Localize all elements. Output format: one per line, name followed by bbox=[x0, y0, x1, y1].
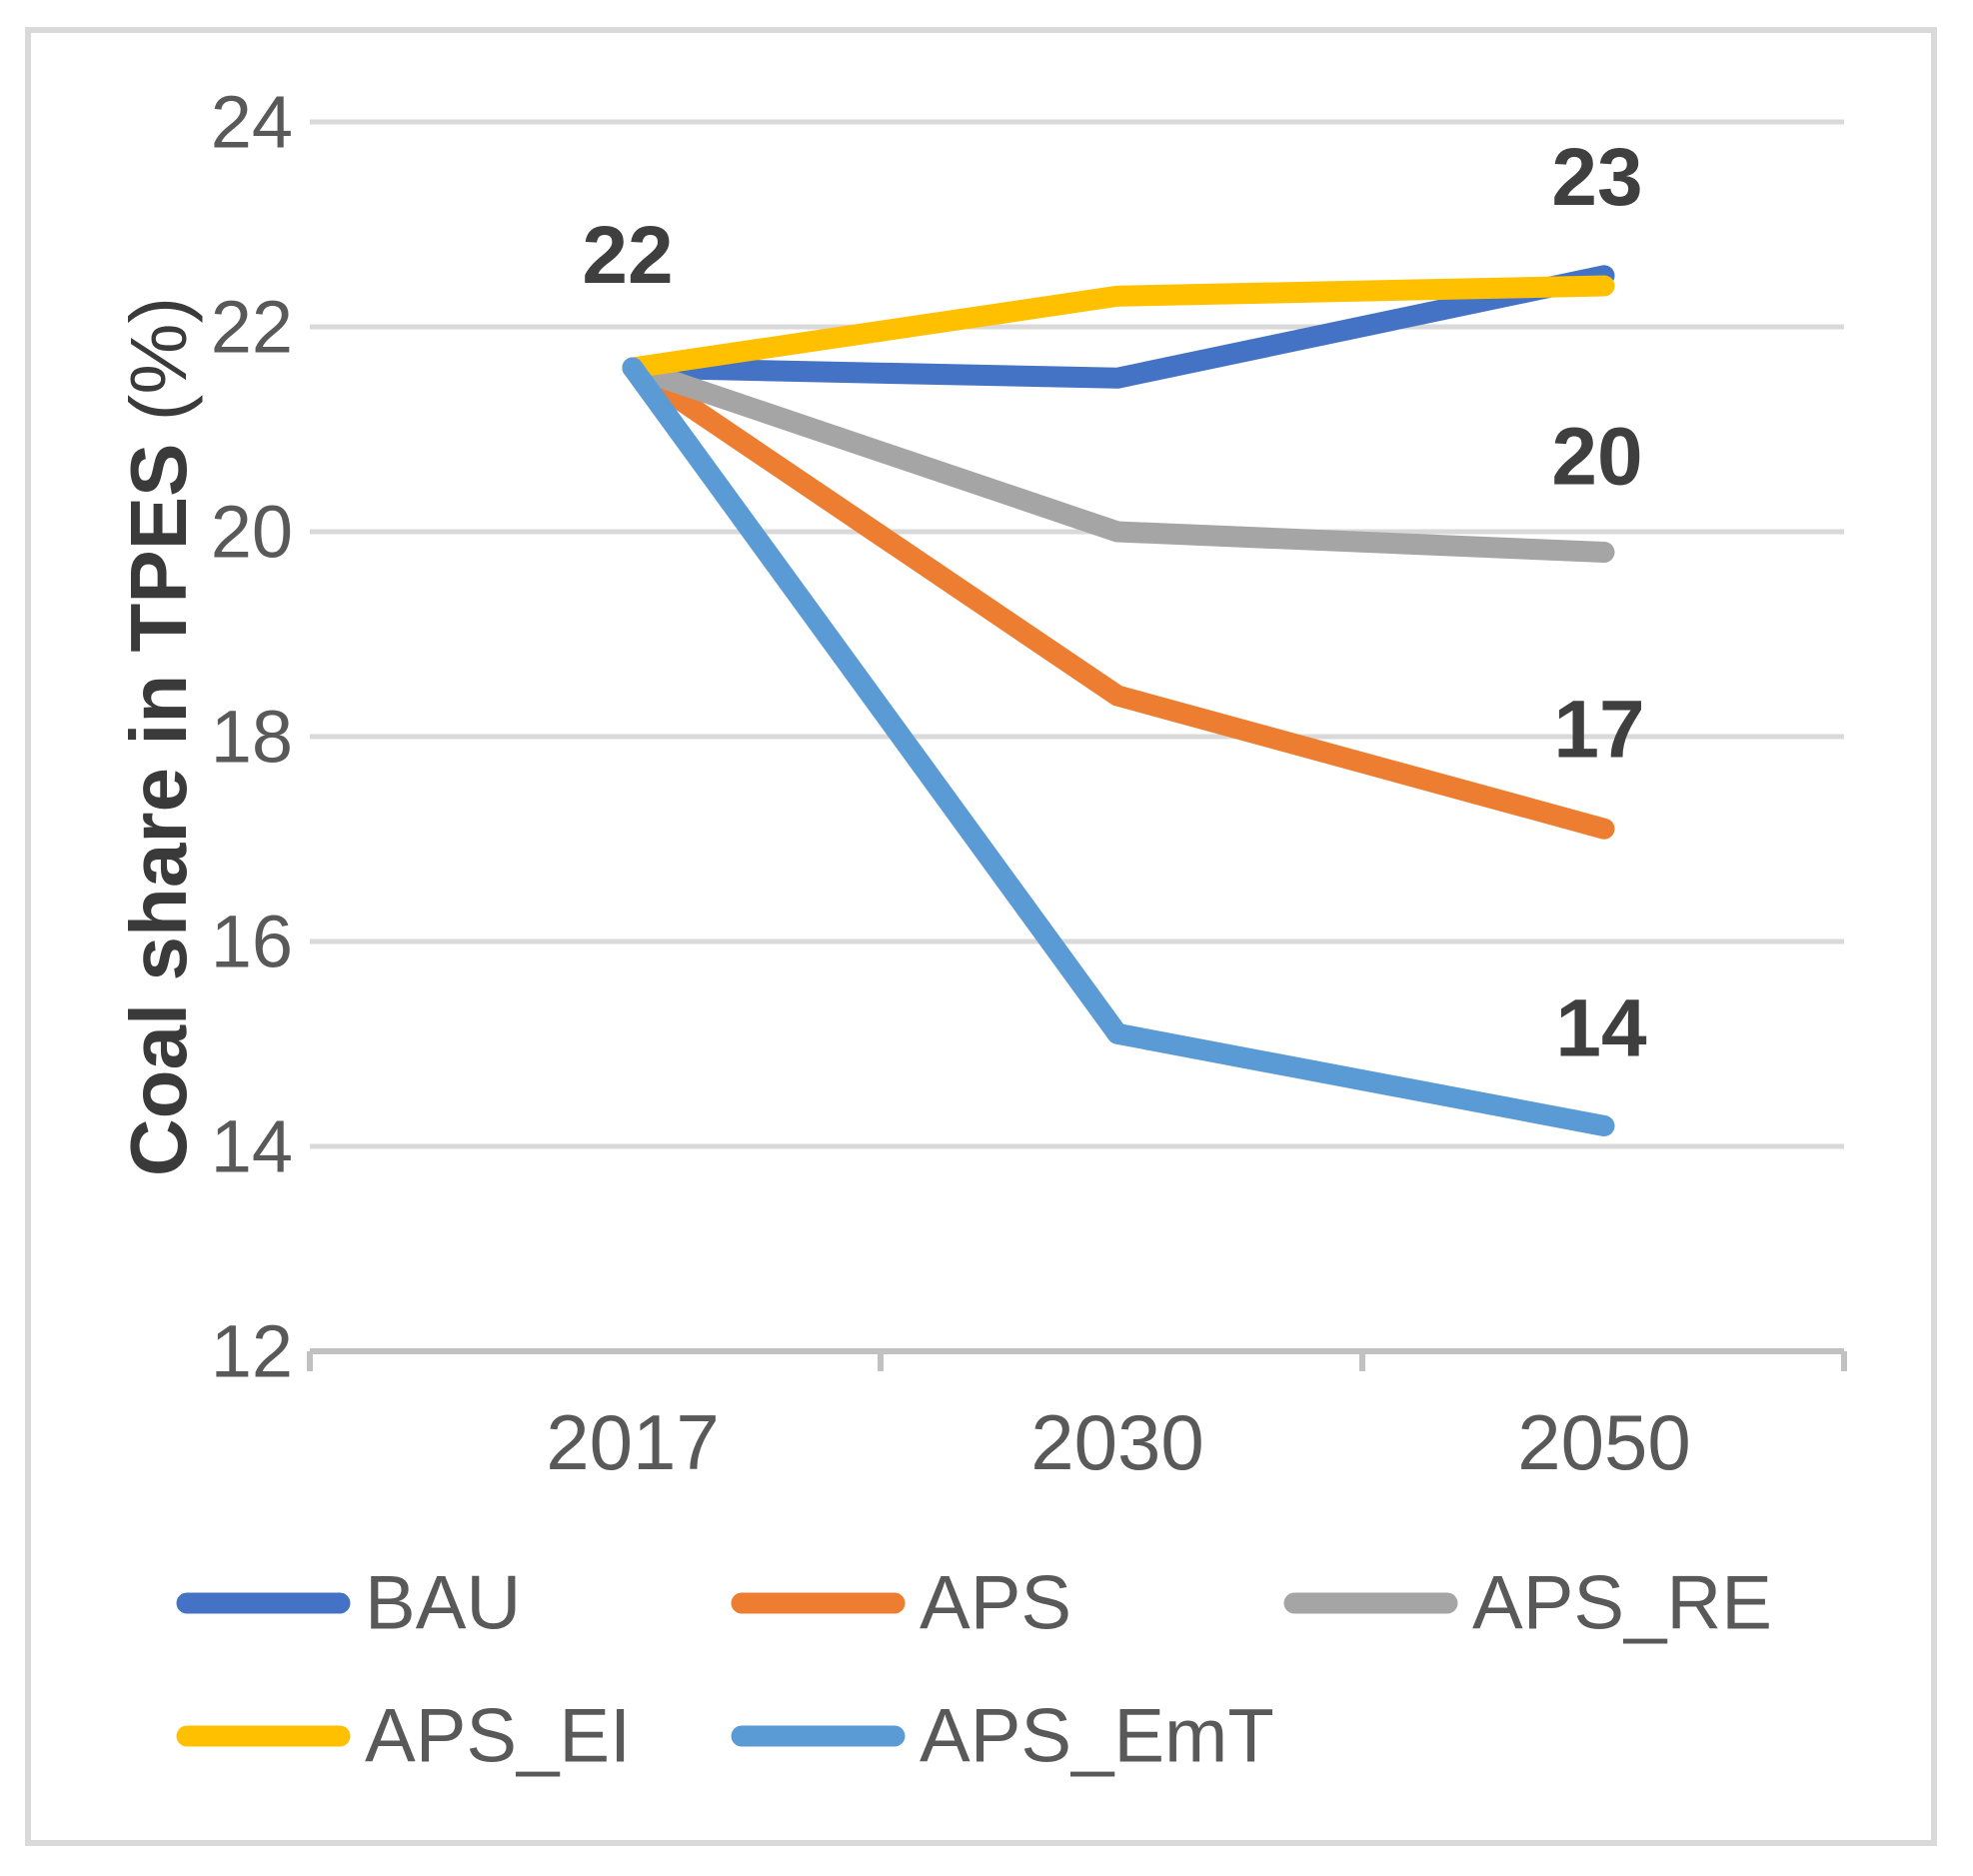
x-tick-label: 2050 bbox=[1517, 1398, 1691, 1486]
data-label: 22 bbox=[582, 210, 673, 301]
legend-item-APS_EI: APS_EI bbox=[176, 1694, 631, 1779]
legend-label-APS_RE: APS_RE bbox=[1472, 1561, 1772, 1646]
series-line-APS_EmT bbox=[622, 357, 1615, 1136]
data-label: 14 bbox=[1555, 983, 1647, 1074]
y-tick-label: 22 bbox=[211, 286, 293, 369]
legend-item-APS_RE: APS_RE bbox=[1283, 1561, 1772, 1646]
y-tick-label: 16 bbox=[211, 901, 293, 983]
y-tick-label: 24 bbox=[211, 81, 293, 164]
data-label: 20 bbox=[1551, 412, 1642, 503]
x-tick-label: 2017 bbox=[546, 1398, 720, 1486]
y-tick-label: 14 bbox=[211, 1105, 293, 1188]
legend-label-APS_EI: APS_EI bbox=[365, 1694, 631, 1779]
data-label: 17 bbox=[1553, 684, 1644, 775]
series-line-APS bbox=[622, 357, 1615, 840]
data-label: 23 bbox=[1551, 132, 1642, 223]
series-line-BAU bbox=[622, 265, 1615, 389]
legend-label-APS_EmT: APS_EmT bbox=[920, 1694, 1274, 1779]
series-line-APS_RE bbox=[622, 357, 1615, 563]
legend-item-APS_EmT: APS_EmT bbox=[731, 1694, 1274, 1779]
y-tick-label: 20 bbox=[211, 491, 293, 574]
legend-label-BAU: BAU bbox=[365, 1561, 521, 1646]
y-tick-label: 12 bbox=[211, 1310, 293, 1393]
figure-border bbox=[25, 27, 1937, 1846]
series-line-APS_EI bbox=[622, 275, 1615, 379]
y-axis-title: Coal share in TPES (%) bbox=[114, 297, 203, 1176]
x-tick-label: 2030 bbox=[1030, 1398, 1204, 1486]
legend-label-APS: APS bbox=[920, 1561, 1071, 1646]
y-tick-label: 18 bbox=[211, 696, 293, 779]
legend-item-BAU: BAU bbox=[176, 1561, 521, 1646]
legend-item-APS: APS bbox=[731, 1561, 1071, 1646]
